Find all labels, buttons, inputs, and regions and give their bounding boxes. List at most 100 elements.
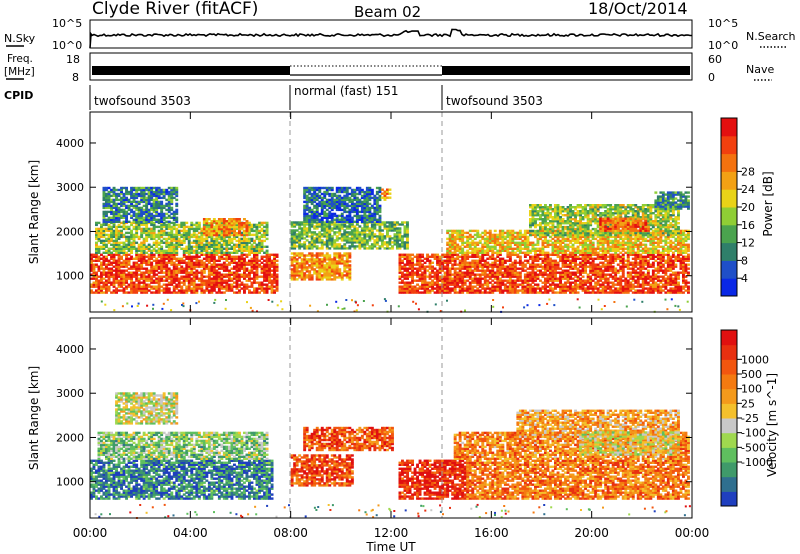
echo-cell [433,281,437,284]
echo-cell [135,279,139,282]
echo-cell [268,285,272,288]
echo-cell [228,220,231,223]
echo-cell [436,257,440,260]
echo-cell [298,241,302,244]
echo-cell [511,283,515,286]
echo-cell [182,225,186,229]
echo-cell [160,206,164,210]
echo-cell [142,231,146,235]
echo-cell [453,277,457,280]
echo-cell [401,279,404,282]
echo-cell [130,257,134,260]
echo-cell [375,218,379,221]
echo-cell [348,192,352,196]
echo-cell [245,220,249,223]
echo-cell [180,271,184,274]
echo-cell [363,235,367,238]
echo-cell [458,271,462,274]
echo-cell [396,241,399,244]
echo-cell [318,196,322,200]
echo-cell [328,233,332,236]
echo-cell [97,239,101,243]
echo-cell [391,223,394,226]
echo-cell [511,275,515,278]
echo-cell [438,255,442,258]
echo-cell [273,285,277,288]
echo-cell [551,273,555,276]
echo-cell [160,212,164,216]
echo-cell [368,196,372,200]
echo-cell [200,235,204,239]
echo-cell [338,208,342,212]
echo-cell [160,216,164,219]
echo-cell [305,196,309,200]
echo-cell [318,274,322,277]
echo-cell [436,289,440,292]
echo-cell [315,214,319,218]
echo-cell [348,245,352,248]
echo-cell [308,235,312,238]
echo-cell [105,267,108,270]
echo-cell [197,221,201,225]
echo-cell [308,210,312,214]
echo-cell [145,251,149,254]
echo-cell [315,270,319,273]
echo-cell [496,255,500,258]
echo-cell [401,285,404,288]
echo-cell [308,200,312,204]
echo-cell [147,188,151,192]
echo-cell [350,241,354,244]
echo-cell [215,277,219,280]
echo-cell [172,271,176,274]
echo-cell [330,200,334,204]
echo-cell [330,198,334,202]
echo-cell [152,210,156,214]
echo-cell [378,198,382,202]
echo-cell [102,198,106,202]
echo-cell [300,233,304,236]
echo-cell [554,275,557,278]
echo-cell [122,263,126,266]
echo-cell [238,273,241,276]
echo-cell [576,263,580,266]
echo-cell [541,271,545,274]
echo-cell [383,190,387,193]
echo-cell [270,275,274,278]
echo-cell [205,275,209,278]
echo-cell [97,285,101,288]
echo-cell [438,283,442,286]
echo-cell [541,261,545,264]
echo-cell [167,208,171,212]
echo-cell [165,231,169,235]
echo-cell [202,267,206,270]
echo-cell [508,287,512,290]
echo-cell [140,233,144,237]
echo-cell [340,204,344,208]
echo-cell [225,223,229,227]
echo-cell [135,225,139,229]
echo-cell [202,243,206,246]
echo-cell [320,227,324,230]
echo-cell [529,283,532,286]
echo-cell [365,221,369,224]
echo-cell [446,265,450,268]
echo-cell [448,279,452,282]
echo-cell [182,267,186,270]
echo-cell [152,231,156,235]
echo-cell [275,289,279,292]
echo-cell [172,196,176,200]
echo-cell [579,283,583,286]
echo-cell [185,221,189,225]
echo-cell [102,277,106,280]
echo-cell [488,273,492,276]
echo-cell [433,253,437,256]
echo-cell [333,239,337,242]
echo-cell [187,229,191,233]
echo-cell [350,225,354,228]
echo-cell [411,279,415,282]
echo-cell [135,208,139,212]
echo-cell [353,208,357,212]
echo-cell [122,243,126,246]
echo-cell [160,227,164,231]
echo-cell [230,225,234,229]
